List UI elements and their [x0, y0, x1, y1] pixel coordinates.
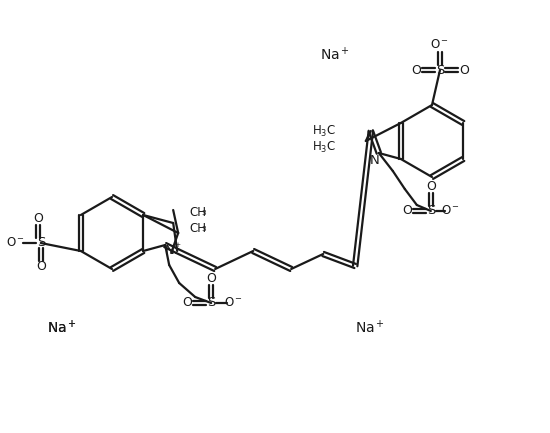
Text: S: S	[207, 297, 216, 310]
Text: O: O	[36, 261, 46, 274]
Text: $_3$: $_3$	[201, 208, 207, 218]
Text: O: O	[426, 181, 436, 194]
Text: N: N	[370, 154, 380, 167]
Text: O$^-$: O$^-$	[431, 39, 449, 52]
Text: CH: CH	[189, 207, 206, 220]
Text: Na$^+$: Na$^+$	[47, 320, 77, 336]
Text: O: O	[206, 272, 216, 285]
Text: O: O	[33, 213, 43, 226]
Text: O$^-$: O$^-$	[224, 297, 243, 310]
Text: O: O	[411, 64, 421, 77]
Text: S: S	[436, 64, 444, 77]
Text: Na$^+$: Na$^+$	[47, 320, 77, 336]
Text: O$^-$: O$^-$	[441, 204, 460, 217]
Text: H$_3$C: H$_3$C	[312, 139, 336, 155]
Text: O: O	[459, 64, 469, 77]
Text: O: O	[182, 297, 192, 310]
Text: O$^-$: O$^-$	[6, 236, 25, 249]
Text: CH: CH	[189, 223, 206, 236]
Text: Na$^+$: Na$^+$	[355, 320, 385, 336]
Text: $_3$: $_3$	[201, 224, 207, 234]
Text: O: O	[402, 204, 412, 217]
Text: S: S	[37, 236, 45, 249]
Text: S: S	[427, 204, 435, 217]
Text: Na$^+$: Na$^+$	[320, 46, 350, 64]
Text: N: N	[164, 245, 174, 258]
Text: $^+$: $^+$	[173, 242, 182, 252]
Text: H$_3$C: H$_3$C	[312, 123, 336, 139]
